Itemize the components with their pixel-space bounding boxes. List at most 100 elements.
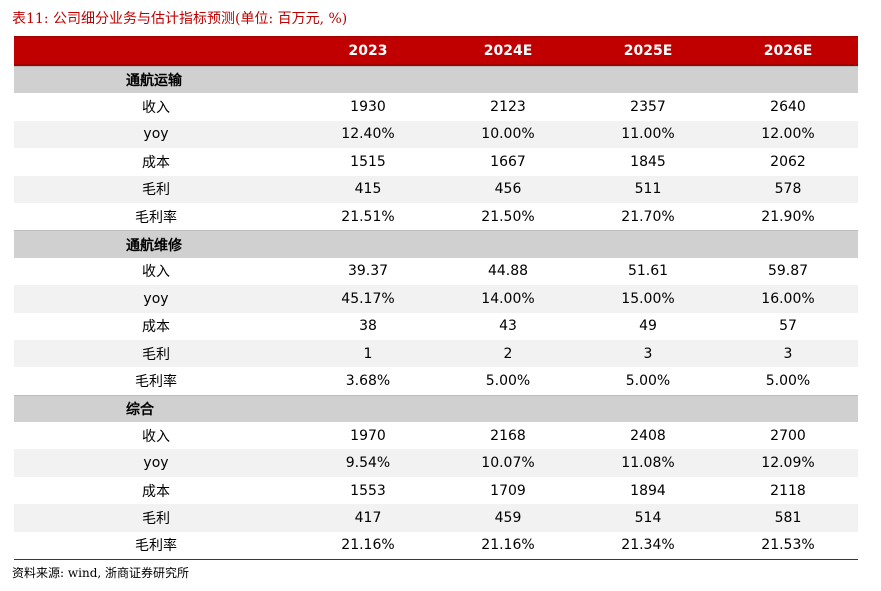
table-body: 通航运输 收入 1930 2123 2357 2640 yoy 12.40% 10.00% 11.… — [14, 66, 858, 559]
value-cell: 12.09% — [761, 455, 815, 472]
table-row: 毛利率 3.68% 5.00% 5.00% 5.00% — [14, 367, 858, 394]
row-label: 收入 — [142, 264, 170, 281]
value-cell: 21.34% — [621, 537, 675, 554]
table-row: 毛利 1 2 3 3 — [14, 339, 858, 368]
value-cell: 1 — [363, 345, 373, 362]
table-row: yoy 9.54% 10.07% 11.08% 12.09% — [14, 449, 858, 477]
section-empty-cell — [578, 396, 718, 422]
value-cell: 2700 — [770, 427, 806, 444]
section-empty-cell — [298, 67, 438, 93]
table-row: yoy 12.40% 10.00% 11.00% 12.00% — [14, 120, 858, 149]
value-cell: 21.50% — [481, 208, 535, 225]
value-cell: 49 — [639, 318, 657, 335]
source-note: 资料来源: wind, 浙商证券研究所 — [12, 566, 190, 580]
value-cell: 1515 — [350, 153, 386, 170]
row-label: 成本 — [142, 483, 170, 500]
table-row: 毛利 415 456 511 578 — [14, 175, 858, 203]
value-cell: 57 — [779, 318, 797, 335]
table-row: 毛利率 21.51% 21.50% 21.70% 21.90% — [14, 203, 858, 230]
value-cell: 44.88 — [487, 263, 529, 280]
value-cell: 14.00% — [481, 290, 535, 307]
section-data-group: 收入 1970 2168 2408 2700 yoy 9.54% 10.07% 11.08% 12… — [14, 422, 858, 559]
value-cell: 16.00% — [761, 290, 815, 307]
value-cell: 3 — [783, 345, 793, 362]
row-label: yoy — [143, 290, 169, 307]
value-cell: 15.00% — [621, 290, 675, 307]
table-row: 毛利 417 459 514 581 — [14, 504, 858, 532]
value-cell: 1930 — [350, 99, 386, 116]
value-cell: 417 — [354, 509, 382, 526]
value-cell: 3 — [643, 345, 653, 362]
section-row: 综合 — [14, 394, 858, 423]
section-row: 通航运输 — [14, 66, 858, 94]
value-cell: 59.87 — [767, 263, 809, 280]
value-cell: 3.68% — [345, 372, 391, 389]
value-cell: 415 — [354, 181, 382, 198]
section-title: 综合 — [126, 401, 154, 418]
value-cell: 51.61 — [627, 263, 669, 280]
section-empty-cell — [578, 67, 718, 93]
section-data-group: 收入 39.37 44.88 51.61 59.87 yoy 45.17% 14.00% 15.… — [14, 258, 858, 395]
table-row: 成本 1515 1667 1845 2062 — [14, 148, 858, 175]
table-row: 成本 1553 1709 1894 2118 — [14, 477, 858, 504]
value-cell: 21.16% — [341, 537, 395, 554]
value-cell: 10.07% — [481, 455, 535, 472]
value-cell: 1970 — [350, 427, 386, 444]
section-empty-cell — [718, 396, 858, 422]
row-label: 毛利率 — [135, 373, 177, 390]
row-label: 毛利率 — [135, 209, 177, 226]
value-cell: 2062 — [770, 153, 806, 170]
value-cell: 5.00% — [765, 372, 811, 389]
section-empty-cell — [438, 396, 578, 422]
value-cell: 5.00% — [625, 372, 671, 389]
value-cell: 511 — [634, 181, 662, 198]
value-cell: 11.00% — [621, 126, 675, 143]
section-empty-cell — [438, 231, 578, 257]
section-empty-cell — [298, 396, 438, 422]
value-cell: 2408 — [630, 427, 666, 444]
value-cell: 456 — [494, 181, 522, 198]
value-cell: 21.16% — [481, 537, 535, 554]
section-empty-cell — [718, 67, 858, 93]
header-cell-2023: 2023 — [348, 42, 388, 59]
value-cell: 578 — [774, 181, 802, 198]
section-title: 通航维修 — [126, 237, 182, 254]
section-empty-cell — [718, 231, 858, 257]
section-empty-cell — [578, 231, 718, 257]
value-cell: 459 — [494, 509, 522, 526]
section-data-group: 收入 1930 2123 2357 2640 yoy 12.40% 10.00% 11.00% 1… — [14, 93, 858, 230]
row-label: 毛利 — [142, 346, 170, 363]
value-cell: 1709 — [490, 482, 526, 499]
value-cell: 21.90% — [761, 208, 815, 225]
table-title: 表11: 公司细分业务与估计指标预测(单位: 百万元, %) — [12, 11, 348, 27]
value-cell: 43 — [499, 318, 517, 335]
row-label: 毛利 — [142, 182, 170, 199]
header-cell-2025e: 2025E — [623, 42, 673, 59]
row-label: 毛利率 — [135, 538, 177, 555]
value-cell: 21.53% — [761, 537, 815, 554]
value-cell: 12.00% — [761, 126, 815, 143]
value-cell: 514 — [634, 509, 662, 526]
value-cell: 45.17% — [341, 290, 395, 307]
forecast-table: 2023 2024E 2025E 2026E 通航运输 收入 1930 2123 235… — [14, 36, 858, 561]
value-cell: 581 — [774, 509, 802, 526]
table-row: 收入 1930 2123 2357 2640 — [14, 93, 858, 120]
table-row: 收入 39.37 44.88 51.61 59.87 — [14, 258, 858, 285]
table-row: 收入 1970 2168 2408 2700 — [14, 422, 858, 449]
table-bottom-rule — [14, 559, 858, 561]
value-cell: 12.40% — [341, 126, 395, 143]
value-cell: 10.00% — [481, 126, 535, 143]
value-cell: 21.70% — [621, 208, 675, 225]
row-label: 毛利 — [142, 510, 170, 527]
header-cell-2026e: 2026E — [763, 42, 813, 59]
value-cell: 2118 — [770, 482, 806, 499]
value-cell: 2357 — [630, 99, 666, 116]
value-cell: 38 — [359, 318, 377, 335]
value-cell: 39.37 — [347, 263, 389, 280]
value-cell: 2123 — [490, 99, 526, 116]
row-label: 收入 — [142, 100, 170, 117]
section-empty-cell — [298, 231, 438, 257]
value-cell: 9.54% — [345, 455, 391, 472]
row-label: 成本 — [142, 154, 170, 171]
value-cell: 2 — [503, 345, 513, 362]
